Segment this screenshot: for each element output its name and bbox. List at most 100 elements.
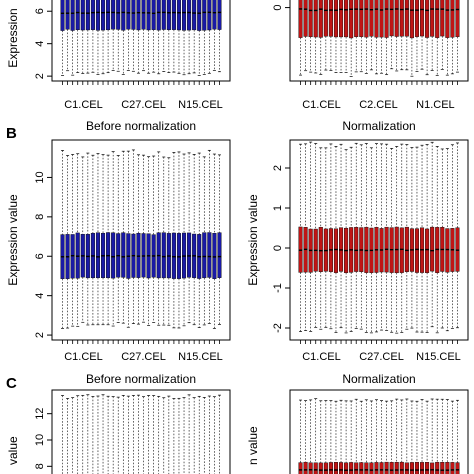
plot-frame xyxy=(289,139,469,341)
y-tick-label: 10 xyxy=(34,171,46,183)
box-8 xyxy=(96,395,100,474)
box-23 xyxy=(171,152,176,329)
box-15 xyxy=(369,0,374,71)
box-31 xyxy=(450,144,455,329)
iqr-box xyxy=(414,461,419,474)
box-7 xyxy=(91,396,95,474)
box-29 xyxy=(440,148,445,329)
box-20 xyxy=(157,395,161,474)
box-27 xyxy=(192,0,197,74)
iqr-box xyxy=(425,0,430,38)
box-6 xyxy=(323,0,328,71)
iqr-box xyxy=(101,0,106,31)
y-tick-label: 8 xyxy=(34,214,46,220)
box-5 xyxy=(318,147,323,330)
iqr-box xyxy=(126,0,131,30)
iqr-box xyxy=(440,462,445,474)
box-30 xyxy=(207,149,212,324)
iqr-box xyxy=(207,0,212,31)
box-2 xyxy=(65,0,70,72)
iqr-box xyxy=(212,0,217,30)
iqr-box xyxy=(339,0,344,38)
box-16 xyxy=(374,399,379,474)
plot-frame xyxy=(51,139,231,341)
box-20 xyxy=(156,151,161,326)
panel-b-right: -2 -1 0 1 2 C1.CEL C27.CEL N15.CEL Expression … xyxy=(246,139,469,386)
x-tick-label: C27.CEL xyxy=(121,99,166,111)
x-tick-label: C27.CEL xyxy=(121,351,166,363)
y-tick-label: 6 xyxy=(34,8,46,14)
box-1 xyxy=(298,143,303,332)
iqr-box xyxy=(212,233,217,279)
box-21 xyxy=(161,0,166,72)
box-22 xyxy=(166,157,171,326)
box-12 xyxy=(116,155,121,323)
y-axis: 0 xyxy=(272,5,290,11)
iqr-box xyxy=(187,232,192,278)
box-11 xyxy=(111,396,115,474)
box-2 xyxy=(303,400,308,474)
box-25 xyxy=(420,144,425,333)
iqr-box xyxy=(409,0,414,39)
iqr-box xyxy=(354,227,359,272)
iqr-box xyxy=(187,0,192,31)
iqr-box xyxy=(354,0,359,37)
iqr-box xyxy=(384,0,389,38)
box-21 xyxy=(161,156,166,326)
boxes-layer xyxy=(60,149,222,329)
box-24 xyxy=(414,0,419,72)
box-21 xyxy=(399,0,404,71)
box-12 xyxy=(116,0,121,72)
box-5 xyxy=(318,0,323,75)
iqr-box xyxy=(313,0,318,38)
iqr-box xyxy=(111,0,116,30)
box-14 xyxy=(364,0,369,74)
box-32 xyxy=(217,0,222,73)
iqr-box xyxy=(156,0,161,31)
box-26 xyxy=(187,394,191,474)
box-8 xyxy=(333,0,338,73)
box-14 xyxy=(126,0,131,71)
box-24 xyxy=(177,397,181,474)
iqr-box xyxy=(308,0,313,38)
iqr-box xyxy=(364,0,369,38)
box-7 xyxy=(90,154,95,326)
box-26 xyxy=(425,144,430,334)
iqr-box xyxy=(323,462,328,474)
y-axis-title: Expression value xyxy=(246,194,260,286)
box-24 xyxy=(176,0,181,74)
iqr-box xyxy=(349,462,354,474)
y-tick-label: 4 xyxy=(34,41,46,47)
box-17 xyxy=(379,400,384,474)
box-24 xyxy=(414,146,419,333)
box-27 xyxy=(430,141,435,328)
box-22 xyxy=(166,0,171,73)
iqr-box xyxy=(121,0,126,31)
iqr-box xyxy=(111,232,116,279)
x-tick-label: C2.CEL xyxy=(359,99,398,111)
y-tick-label: 8 xyxy=(34,463,46,469)
iqr-box xyxy=(131,0,136,30)
iqr-box xyxy=(176,0,181,31)
box-30 xyxy=(445,399,450,474)
panel-c-right: n value xyxy=(246,389,469,474)
iqr-box xyxy=(354,462,359,474)
iqr-box xyxy=(85,0,90,31)
iqr-box xyxy=(364,462,369,474)
iqr-box xyxy=(146,0,151,31)
box-20 xyxy=(394,146,399,334)
box-13 xyxy=(121,0,126,75)
iqr-box xyxy=(445,0,450,38)
box-29 xyxy=(440,0,445,70)
box-17 xyxy=(142,396,146,474)
y-axis: -2 -1 0 1 2 xyxy=(272,165,290,333)
iqr-box xyxy=(217,232,222,278)
iqr-box xyxy=(171,232,176,279)
iqr-box xyxy=(349,0,354,39)
iqr-box xyxy=(404,462,409,474)
iqr-box xyxy=(323,0,328,37)
box-26 xyxy=(425,400,430,474)
box-6 xyxy=(85,152,90,326)
box-14 xyxy=(126,150,131,328)
box-23 xyxy=(409,147,414,329)
